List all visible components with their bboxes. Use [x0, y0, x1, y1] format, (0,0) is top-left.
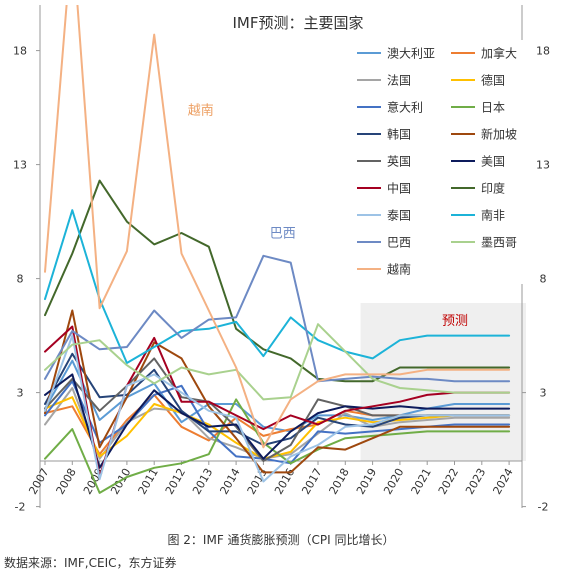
annotation-label: 巴西: [270, 227, 296, 242]
x-tick-label: 2021: [409, 466, 434, 497]
x-tick-label: 2015: [245, 466, 270, 497]
y-tick-label-right: -2: [538, 501, 549, 514]
y-tick-label-left: 8: [17, 273, 24, 286]
legend-label: 印度: [481, 181, 505, 196]
x-tick-label: 2013: [190, 466, 215, 497]
series-line-15: [44, 323, 511, 401]
series-line-16: [44, 5, 511, 449]
y-axis-right: -2 3 8 13 18: [522, 45, 550, 514]
x-tick-label: 2022: [436, 466, 461, 497]
legend-label: 美国: [481, 155, 505, 169]
data-source: 数据来源：IMF,CEIC，东方证券: [4, 556, 177, 570]
y-tick-label-left: -2: [15, 501, 26, 514]
x-tick-label: 2019: [354, 466, 379, 497]
series-line-11: [44, 179, 511, 383]
x-tick-label: 2017: [299, 466, 324, 497]
legend-label: 越南: [387, 262, 411, 277]
series-line-12: [44, 334, 511, 483]
y-tick-label-right: 8: [540, 273, 547, 286]
y-axis-left: -2 3 8 13 18: [13, 45, 40, 514]
x-tick-label: 2012: [163, 466, 188, 497]
series-line-7: [44, 309, 511, 474]
legend-label: 南非: [481, 208, 505, 223]
x-tick-label: 2023: [463, 466, 488, 497]
x-tick-label: 2020: [381, 466, 406, 497]
legend-label: 墨西哥: [481, 236, 517, 250]
legend-label: 巴西: [387, 236, 411, 250]
chart-title: IMF预测：主要国家: [233, 14, 364, 32]
series-lines: [44, 5, 511, 494]
legend-label: 加拿大: [481, 46, 517, 61]
y-tick-label-right: 13: [536, 159, 550, 172]
annotation-label: 越南: [188, 102, 214, 118]
legend-label: 法国: [387, 74, 411, 88]
series-line-9: [44, 373, 511, 469]
series-line-13: [44, 209, 511, 364]
x-tick-label: 2014: [217, 466, 242, 497]
legend-label: 日本: [481, 101, 505, 115]
x-tick-label: 2008: [54, 466, 79, 497]
legend-label: 意大利: [387, 100, 423, 115]
x-tick-label: 2018: [327, 466, 352, 497]
y-tick-label-right: 3: [540, 387, 547, 400]
legend-label: 英国: [387, 155, 411, 169]
series-line-3: [44, 396, 511, 460]
x-tick-label: 2007: [26, 466, 51, 497]
legend-label: 澳大利亚: [387, 47, 435, 61]
legend-label: 德国: [481, 73, 505, 88]
x-tick-label: 2024: [490, 466, 515, 497]
y-tick-label-left: 13: [13, 159, 27, 172]
figure-caption: 图 2：IMF 通货膨胀预测（CPI 同比增长）: [167, 533, 395, 547]
legend-label: 韩国: [387, 127, 411, 142]
legend-background: [352, 40, 528, 284]
legend-label: 泰国: [387, 209, 411, 223]
forecast-label: 预测: [442, 314, 468, 329]
legend-label: 中国: [387, 181, 411, 196]
legend-label: 新加坡: [481, 127, 517, 142]
series-line-14: [44, 254, 511, 383]
y-tick-label-left: 3: [17, 387, 24, 400]
y-tick-label-right: 18: [536, 45, 550, 58]
y-tick-label-left: 18: [13, 45, 27, 58]
